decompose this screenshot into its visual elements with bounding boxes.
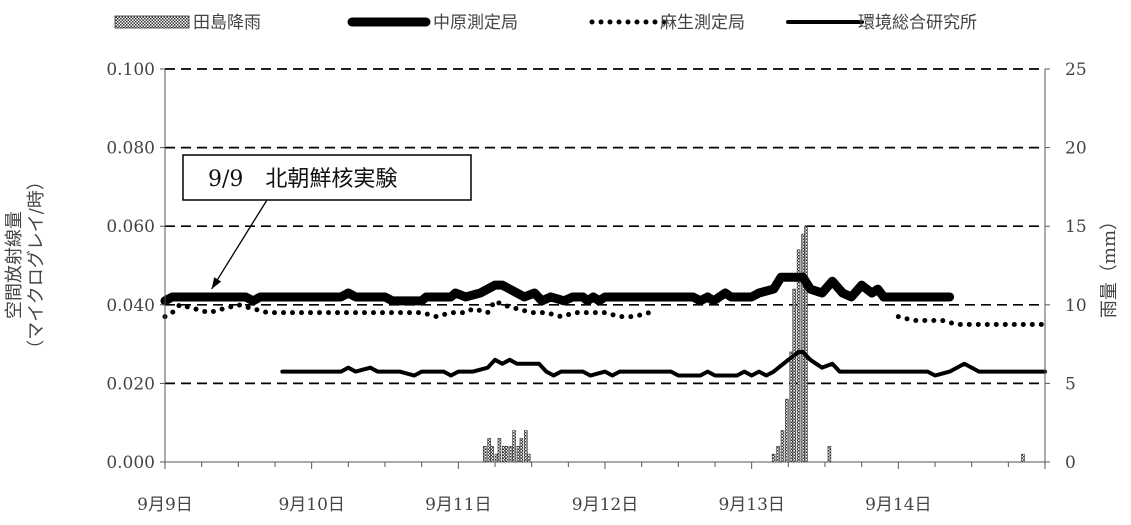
y-right-tick-label: 20	[1065, 139, 1087, 159]
rain-bar-5	[502, 445, 506, 463]
legend-label-1: 中原測定局	[433, 13, 518, 33]
rain-bar-8	[512, 430, 516, 463]
axes: 0.000 0 0.020 5 0.040 10 0.060 15 0.080 20 0.100 25…	[4, 60, 1120, 515]
x-tick-label: 9月11日	[425, 495, 491, 515]
annotation-arrow-head	[211, 277, 222, 289]
annotation: 9/9 北朝鮮核実験	[182, 154, 472, 290]
annotation-text: 9/9 北朝鮮核実験	[208, 167, 397, 192]
rain-bar-11	[524, 430, 528, 463]
series-line-中原測定局-0	[160, 272, 955, 306]
y-right-tick-label: 25	[1065, 60, 1087, 80]
rain-bar-2	[490, 445, 494, 463]
rain-bar-21	[804, 225, 808, 463]
legend-swatch-rain	[114, 15, 190, 29]
legend: 田島降雨 中原測定局 麻生測定局 環境総合研究所	[114, 13, 977, 33]
rain-bar-14	[776, 445, 780, 463]
y-left-tick-label: 0.020	[106, 374, 155, 394]
rain-bars	[482, 225, 1025, 463]
rain-bar-15	[780, 430, 785, 463]
annotation-arrow-line	[211, 199, 268, 290]
legend-item-1: 中原測定局	[347, 13, 518, 33]
rain-bar-16	[785, 398, 789, 463]
y-left-tick-label: 0.000	[106, 453, 155, 473]
y-left-tick-label: 0.040	[106, 296, 155, 316]
legend-label-3: 環境総合研究所	[858, 13, 977, 33]
legend-label-2: 麻生測定局	[660, 13, 745, 33]
legend-item-0: 田島降雨	[114, 13, 261, 33]
rain-bar-0	[482, 445, 487, 463]
series-line-環境総合研究所-0	[280, 349, 1047, 378]
y-right-tick-label: 15	[1065, 217, 1087, 237]
y-left-tick-label: 0.100	[106, 60, 155, 80]
series-line-麻生測定局-1	[895, 314, 1048, 327]
rain-bar-12	[526, 453, 531, 463]
x-tick-label: 9月14日	[865, 495, 931, 515]
y-right-tick-label: 0	[1065, 453, 1076, 473]
rain-bar-7	[509, 445, 513, 463]
rain-bar-20	[801, 233, 805, 463]
rain-bar-22	[827, 445, 832, 463]
legend-item-3: 環境総合研究所	[786, 13, 977, 33]
rain-bar-3	[494, 453, 499, 463]
x-tick-label: 9月13日	[718, 495, 784, 515]
y-right-tick-label: 10	[1065, 296, 1087, 316]
y-left-axis-unit: （マイクログレイ/時）	[26, 172, 47, 358]
rain-bar-9	[516, 445, 521, 463]
rain-bar-4	[497, 438, 502, 463]
data-series	[160, 272, 1048, 378]
x-tick-label: 9月10日	[278, 495, 344, 515]
rain-bar-1	[487, 438, 491, 463]
y-left-axis-title: 空間放射線量	[4, 211, 25, 319]
legend-item-2: 麻生測定局	[589, 13, 745, 33]
y-right-tick-label: 5	[1065, 374, 1076, 394]
annotation-box	[182, 154, 472, 201]
gridlines	[165, 68, 1045, 385]
rain-bar-17	[789, 351, 794, 463]
y-left-tick-label: 0.080	[106, 139, 155, 159]
rain-bar-10	[519, 438, 524, 463]
rain-bar-6	[504, 445, 509, 463]
rain-bar-13	[771, 453, 776, 463]
x-tick-label: 9月9日	[137, 495, 193, 515]
legend-label-0: 田島降雨	[193, 13, 261, 33]
x-tick-label: 9月12日	[572, 495, 638, 515]
rain-bar-23	[1021, 453, 1025, 463]
y-left-tick-label: 0.060	[106, 217, 155, 237]
rain-bar-18	[792, 288, 796, 463]
y-right-axis-title: 雨量（mm）	[1099, 212, 1120, 318]
